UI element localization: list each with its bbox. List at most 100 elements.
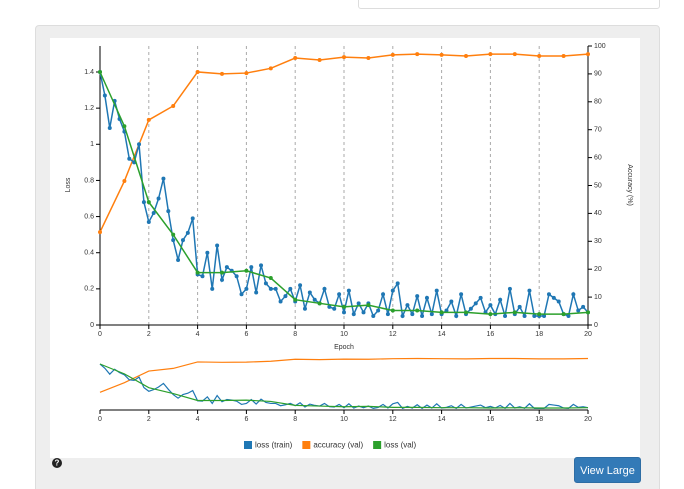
point — [566, 313, 571, 318]
point — [551, 295, 556, 300]
point — [366, 55, 371, 60]
y2-tick-label: 10 — [594, 294, 602, 301]
point — [395, 281, 400, 286]
legend-label: accuracy (val) — [313, 441, 363, 450]
point — [444, 308, 449, 313]
y-tick-label: 0.2 — [84, 286, 94, 293]
y-axis-label: Loss — [65, 177, 72, 192]
point — [390, 288, 395, 293]
point — [507, 286, 512, 291]
point — [449, 299, 454, 304]
point — [249, 265, 254, 270]
mini-x-tick-label: 0 — [98, 416, 102, 423]
point — [332, 306, 337, 311]
point — [215, 243, 220, 248]
point — [151, 210, 156, 215]
point — [307, 290, 312, 295]
point — [488, 303, 493, 308]
point — [244, 268, 249, 273]
point — [156, 196, 161, 201]
x-tick-label: 12 — [389, 331, 397, 338]
point — [537, 312, 542, 317]
point — [195, 270, 200, 275]
point — [98, 70, 102, 74]
y2-tick-label: 40 — [594, 210, 602, 217]
point — [342, 304, 346, 309]
point — [381, 292, 386, 297]
point — [351, 312, 356, 317]
point — [171, 232, 176, 237]
point — [532, 313, 537, 318]
x-tick-label: 10 — [340, 331, 348, 338]
point — [283, 294, 288, 299]
point — [171, 103, 176, 108]
point — [263, 281, 268, 286]
point — [581, 304, 586, 309]
x-tick-label: 14 — [438, 331, 446, 338]
point — [98, 230, 102, 235]
point — [371, 313, 376, 318]
point — [273, 286, 278, 291]
help-icon[interactable] — [52, 458, 62, 468]
point — [464, 54, 468, 59]
point — [322, 286, 327, 291]
y-tick-label: 0.6 — [84, 213, 94, 220]
point — [542, 313, 547, 318]
legend-swatch — [373, 441, 382, 449]
point — [464, 310, 468, 315]
point — [210, 286, 215, 291]
point — [220, 71, 224, 76]
point — [180, 238, 185, 243]
point — [415, 294, 420, 299]
mini-x-tick-label: 2 — [147, 416, 151, 423]
mini-series-line — [99, 363, 589, 410]
x-tick-label: 8 — [293, 331, 297, 338]
point — [205, 250, 210, 255]
point — [195, 69, 200, 74]
x-tick-label: 0 — [98, 331, 102, 338]
point — [415, 52, 420, 57]
point — [166, 209, 171, 214]
x-axis-label: Epoch — [334, 344, 354, 351]
point — [190, 216, 195, 221]
point — [288, 286, 293, 291]
point — [478, 295, 483, 300]
view-large-button[interactable]: View Large — [574, 457, 641, 483]
y2-tick-label: 100 — [594, 43, 606, 50]
y-tick-label: 0.4 — [84, 250, 94, 257]
point — [503, 313, 508, 318]
point — [137, 142, 142, 147]
point — [220, 277, 224, 282]
point — [337, 292, 342, 297]
y-tick-label: 0 — [90, 322, 94, 329]
point — [239, 292, 244, 297]
point — [434, 288, 439, 293]
y-tick-label: 1.2 — [84, 105, 94, 112]
point — [317, 57, 322, 62]
point — [293, 297, 298, 302]
y-tick-label: 1.4 — [84, 69, 94, 76]
y2-tick-label: 30 — [594, 238, 602, 245]
point — [141, 200, 146, 205]
point — [171, 238, 176, 243]
point — [561, 54, 566, 59]
mini-x-tick-label: 12 — [389, 416, 397, 423]
mini-x-tick-label: 6 — [244, 416, 248, 423]
x-tick-label: 16 — [487, 331, 495, 338]
point — [488, 52, 493, 57]
x-tick-label: 4 — [196, 331, 200, 338]
point — [390, 52, 395, 57]
point — [556, 299, 561, 304]
point — [498, 297, 503, 302]
y2-tick-label: 70 — [594, 127, 602, 134]
y2-tick-label: 50 — [594, 182, 602, 189]
point — [298, 283, 303, 288]
point — [424, 295, 429, 300]
point — [561, 312, 566, 317]
point — [420, 313, 425, 318]
point — [244, 286, 249, 291]
point — [127, 156, 132, 161]
point — [546, 292, 551, 297]
x-tick-label: 20 — [584, 331, 592, 338]
